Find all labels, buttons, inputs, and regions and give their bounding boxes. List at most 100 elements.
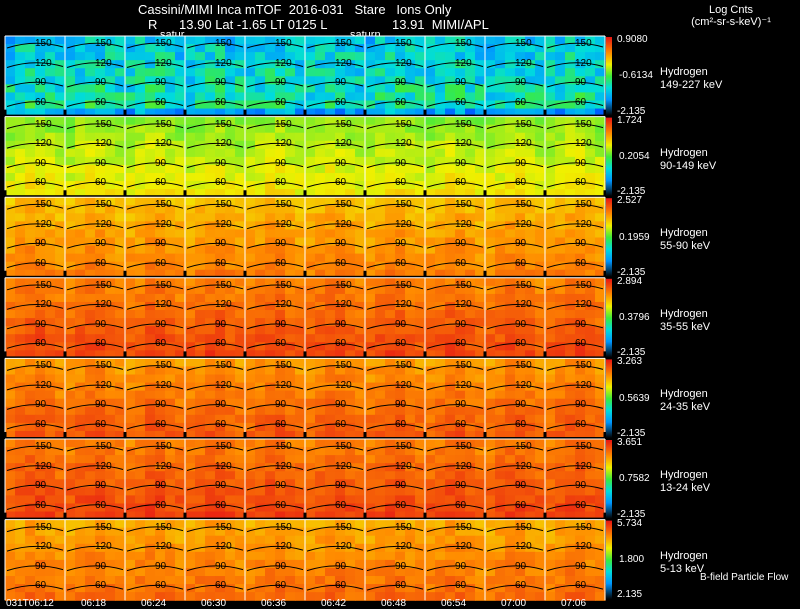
contour-line: [126, 81, 184, 88]
contour-line: [6, 242, 64, 249]
heatmap-cell: [225, 277, 236, 287]
heatmap-cell: [105, 495, 116, 505]
heatmap-cell: [295, 116, 306, 126]
heatmap-cell: [495, 479, 506, 488]
heatmap-cell: [285, 398, 296, 408]
heatmap-cell: [105, 52, 116, 61]
heatmap-cell: [5, 350, 16, 359]
heatmap-cell: [5, 100, 16, 110]
heatmap-cell: [445, 181, 456, 190]
heatmap-cell: [515, 156, 526, 166]
heatmap-cell: [125, 584, 136, 593]
heatmap-cell: [15, 245, 26, 255]
heatmap-cell: [515, 36, 526, 45]
contour-label: 90: [455, 480, 467, 491]
heatmap-cell: [265, 592, 276, 601]
contour-label: 150: [575, 118, 592, 130]
heatmap-cell: [395, 108, 406, 118]
contour-line: [66, 323, 124, 330]
heatmap-cell: [115, 535, 126, 545]
heatmap-cell: [95, 342, 106, 351]
heatmap-cell: [135, 285, 146, 295]
heatmap-cell: [185, 116, 196, 126]
heatmap-cell: [105, 116, 116, 126]
heatmap-cell: [225, 366, 236, 376]
heatmap-cell: [325, 189, 336, 198]
heatmap-cell: [225, 269, 236, 279]
heatmap-cell: [225, 164, 236, 174]
heatmap-cell: [385, 439, 396, 448]
heatmap-cell: [105, 60, 116, 69]
heatmap-cell: [565, 398, 576, 408]
heatmap-cell: [35, 310, 46, 319]
heatmap-cell: [215, 543, 226, 553]
heatmap-cell: [485, 237, 496, 247]
heatmap-cell: [245, 245, 256, 255]
heatmap-cell: [365, 237, 376, 247]
heatmap-cell: [585, 398, 596, 408]
heatmap-cell: [485, 140, 496, 150]
contour-line: [66, 242, 124, 249]
heatmap-cell: [595, 205, 606, 214]
heatmap-cell: [125, 277, 136, 287]
contour-line: [126, 365, 184, 371]
heatmap-cell: [375, 205, 386, 214]
heatmap-cell: [485, 132, 496, 142]
heatmap-cell: [175, 301, 186, 311]
heatmap-cell: [225, 132, 236, 142]
heatmap-cell: [45, 213, 56, 222]
colorbar: [606, 117, 612, 197]
heatmap-cell: [585, 100, 596, 110]
heatmap-cell: [455, 301, 466, 311]
heatmap-cell: [385, 495, 396, 505]
heatmap-cell: [95, 479, 106, 488]
contour-label: 60: [515, 418, 527, 430]
contour-line: [6, 81, 64, 88]
heatmap-cell: [455, 495, 466, 505]
heatmap-cell: [75, 592, 86, 601]
heatmap-cell: [515, 398, 526, 408]
heatmap-cell: [235, 173, 246, 182]
heatmap-cell: [585, 116, 596, 126]
heatmap-cell: [285, 205, 296, 214]
heatmap-cell: [455, 511, 466, 521]
heatmap-cell: [505, 173, 516, 182]
heatmap-cell: [265, 422, 276, 432]
heatmap-cell: [55, 366, 66, 376]
heatmap-cell: [525, 36, 536, 45]
heatmap-cell: [15, 503, 26, 513]
heatmap-cell: [315, 430, 326, 440]
heatmap-cell: [95, 382, 106, 392]
heatmap-cell: [235, 366, 246, 376]
heatmap-cell: [25, 495, 36, 505]
heatmap-cell: [535, 245, 546, 255]
heatmap-cell: [575, 447, 586, 456]
contour-line: [6, 284, 64, 291]
heatmap-cell: [195, 229, 206, 239]
colorbar-max-label: 2.894: [617, 275, 643, 287]
heatmap-cell: [15, 148, 26, 158]
heatmap-cell: [455, 253, 466, 263]
heatmap-cell: [105, 487, 116, 497]
contour-line: [306, 365, 364, 371]
heatmap-cell: [475, 511, 486, 521]
heatmap-cell: [265, 124, 276, 134]
heatmap-cell: [315, 269, 326, 279]
heatmap-cell: [495, 455, 506, 464]
heatmap-cell: [35, 197, 46, 206]
heatmap-cell: [435, 567, 446, 577]
heatmap-cell: [435, 406, 446, 416]
contour-line: [246, 304, 304, 310]
heatmap-cell: [375, 584, 386, 593]
heatmap-cell: [505, 479, 516, 488]
heatmap-cell: [495, 100, 506, 110]
heatmap-cell: [505, 535, 516, 545]
heatmap-cell: [55, 519, 66, 529]
heatmap-cell: [285, 261, 296, 271]
heatmap-cell: [475, 455, 486, 464]
heatmap-cell: [495, 36, 506, 45]
heatmap-cell: [125, 229, 136, 239]
heatmap-cell: [515, 84, 526, 94]
heatmap-cell: [225, 52, 236, 61]
heatmap-cell: [165, 455, 176, 464]
